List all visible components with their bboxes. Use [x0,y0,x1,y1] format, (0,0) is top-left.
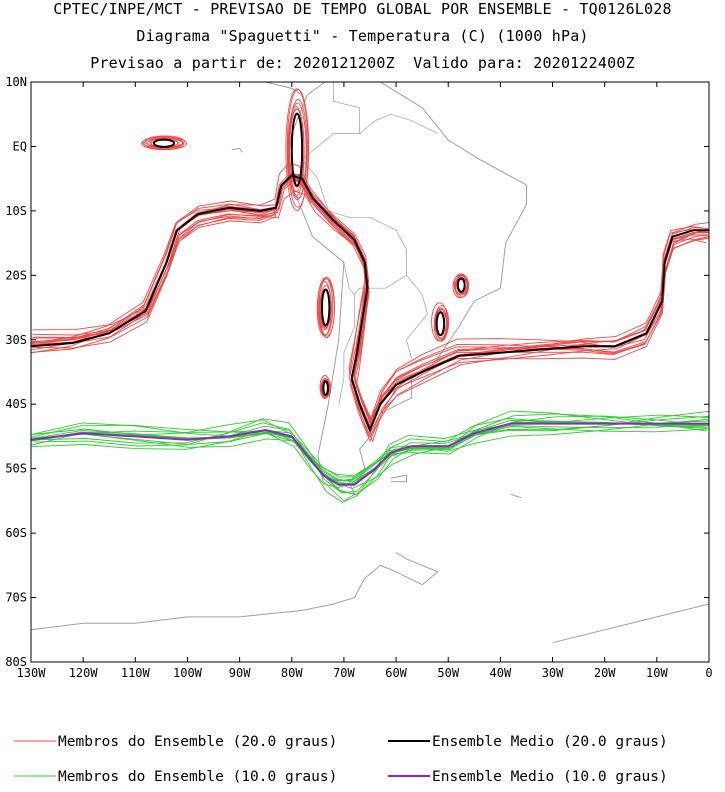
ensemble-member-contour [147,137,183,149]
legend-label: Membros do Ensemble (10.0 graus) [58,769,337,785]
x-tick-label: 20W [594,666,616,680]
ensemble-member-contour [319,285,332,328]
y-tick-label: 10S [5,204,27,218]
coastline-segment [286,82,527,502]
y-tick-label: 10N [5,75,27,89]
ensemble-mean-line-20 [31,174,709,433]
coastline-segment [552,603,709,644]
x-tick-label: 0 [705,666,712,680]
y-tick-label: 60S [5,526,27,540]
y-tick-label: 20S [5,268,27,282]
x-tick-label: 30W [542,666,564,680]
ensemble-mean-contour [290,112,304,187]
ensemble-mean-contour [152,138,176,148]
ensemble-member-contour [452,274,469,299]
x-tick-label: 90W [229,666,251,680]
ensemble-mean-contour [456,277,466,293]
ensemble-mean-contour [322,380,329,396]
ensemble-member-contour [431,302,449,342]
ensemble-member-line [31,410,708,489]
x-tick-label: 120W [69,666,99,680]
ensemble-member-contour [288,108,305,192]
ensemble-member-line [31,177,709,428]
ensemble-member-line [31,176,709,426]
coastline-layer [31,82,709,644]
border-segment [343,216,407,296]
ensemble-member-line [31,190,707,425]
x-tick-label: 100W [173,666,203,680]
legend-label: Ensemble Medio (10.0 graus) [432,769,668,785]
ensemble-means-layer [31,112,709,486]
ensemble-mean-line-10 [31,422,709,486]
x-tick-label: 70W [333,666,355,680]
ensemble-member-contour [320,379,330,400]
ensemble-member-line [32,177,709,423]
border-segment [338,294,355,405]
ensemble-member-line [31,173,708,443]
ensemble-member-contour [285,88,309,212]
y-tick-label: 40S [5,397,27,411]
ensemble-member-line [31,415,707,482]
coastline-segment [31,551,439,631]
chart-title-line1: CPTEC/INPE/MCT - PREVISAO DE TEMPO GLOBA… [53,0,672,18]
x-tick-label: 130W [17,666,47,680]
x-tick-label: 110W [121,666,151,680]
ensemble-member-line [31,176,709,429]
x-tick-label: 80W [281,666,303,680]
ensemble-mean-contour [435,311,446,336]
y-tick-label: 30S [5,333,27,347]
plot-frame [30,81,710,663]
x-tick-label: 60W [385,666,407,680]
ensemble-member-line [32,172,709,426]
x-tick-label: 40W [490,666,512,680]
chart-title-line2: Diagrama "Spaguetti" - Temperatura (C) (… [136,27,589,45]
ensemble-member-line [32,178,709,421]
y-tick-label: 70S [5,591,27,605]
ensemble-member-line [34,410,709,495]
axis-ticks: 130W 120W 110W 100W 90W 80W 70W 60W 50W 40W 30W 20W… [5,75,712,680]
ensemble-member-line [31,175,709,430]
ensemble-member-contour [319,375,331,399]
ensemble-member-line [32,173,709,424]
x-tick-label: 50W [437,666,459,680]
ensemble-member-contour [318,278,335,339]
legend: Membros do Ensemble (20.0 graus) Ensemble… [14,734,668,785]
border-segment [301,113,438,218]
ensemble-member-line [32,178,709,425]
chart-title-line3: Previsao a partir de: 2020121200Z Valido… [90,54,635,72]
ensemble-member-line [31,177,708,437]
legend-label: Membros do Ensemble (20.0 graus) [58,734,337,750]
coastline-segment [231,147,243,153]
ensemble-member-line [31,162,709,443]
ensemble-mean-contour [320,288,331,327]
coastline-segment [390,474,407,483]
coastline-segment [265,82,303,96]
y-tick-label: 50S [5,462,27,476]
ensemble-member-contour [286,89,310,208]
y-tick-label: EQ [13,139,27,153]
ensemble-member-line [31,426,709,477]
border-segment [333,82,360,134]
coastline-segment [510,493,522,499]
x-tick-label: 10W [646,666,668,680]
ensemble-members-layer [31,88,709,503]
legend-label: Ensemble Medio (20.0 graus) [432,734,668,750]
y-tick-label: 80S [5,655,27,669]
ensemble-member-contour [143,137,185,150]
border-segment [406,275,428,360]
